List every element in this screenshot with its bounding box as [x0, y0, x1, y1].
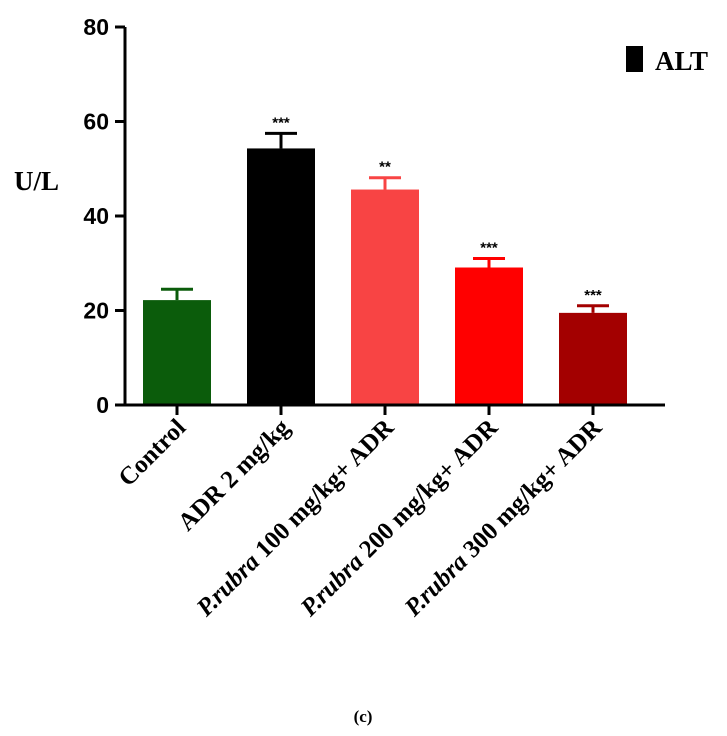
- y-tick-label-4: 80: [83, 14, 109, 40]
- x-tick-label-3: P.rubra 200 mg/kg+ ADR: [295, 413, 504, 622]
- error-bars-group: [161, 131, 609, 313]
- y-axis-label: U/L: [14, 166, 59, 196]
- bar-0: [143, 300, 211, 405]
- x-tick-label-italic-2: P.rubra: [191, 548, 265, 622]
- legend-swatch-alt: [626, 46, 643, 72]
- significance-label-3: ***: [480, 240, 498, 257]
- bar-4: [559, 312, 627, 405]
- y-tick-label-0: 0: [96, 392, 109, 418]
- bar-3: [455, 267, 523, 405]
- legend: ALT: [626, 46, 708, 76]
- significance-label-4: ***: [584, 287, 602, 304]
- y-tick-labels-group: 0 20 40 60 80: [83, 14, 109, 418]
- significance-label-1: ***: [272, 114, 290, 131]
- x-tick-label-text-0: Control: [114, 414, 192, 492]
- panel-label: (c): [354, 707, 373, 726]
- bar-2: [351, 189, 419, 405]
- significance-labels-group: ***********: [272, 114, 602, 303]
- y-tick-label-3: 60: [83, 109, 109, 135]
- x-tick-label-4: P.rubra 300 mg/kg+ ADR: [399, 413, 608, 622]
- bar-1: [247, 148, 315, 405]
- x-tick-label-0: Control: [114, 414, 192, 492]
- x-tick-label-2: P.rubra 100 mg/kg+ ADR: [191, 413, 400, 622]
- y-tick-label-1: 20: [83, 298, 109, 324]
- axes-group: [115, 25, 665, 415]
- x-tick-label-italic-4: P.rubra: [399, 548, 473, 622]
- y-tick-label-2: 40: [83, 203, 109, 229]
- bars-group: [143, 148, 627, 405]
- significance-label-2: **: [379, 159, 391, 176]
- x-tick-label-italic-3: P.rubra: [295, 548, 369, 622]
- legend-label-alt: ALT: [655, 46, 708, 76]
